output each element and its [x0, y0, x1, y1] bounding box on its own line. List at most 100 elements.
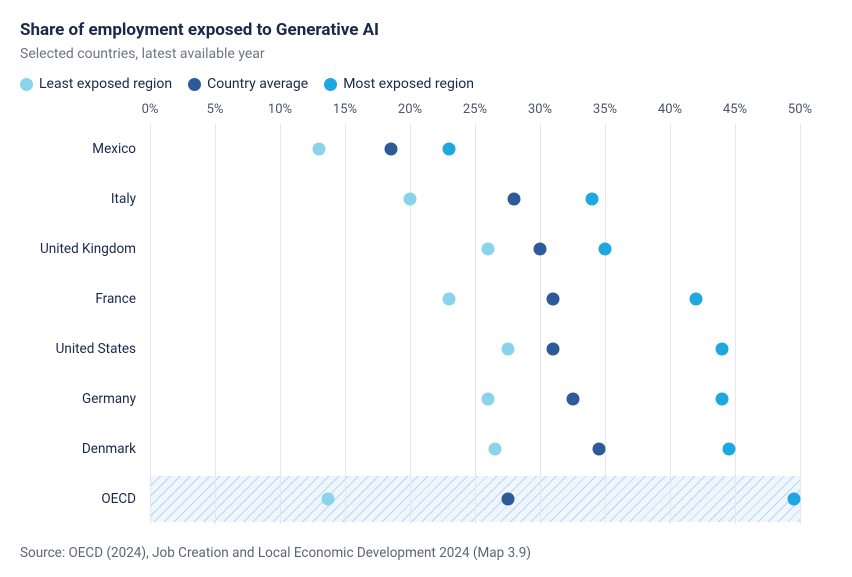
grid-line — [670, 474, 671, 524]
grid-line — [150, 274, 151, 324]
grid-line — [150, 224, 151, 274]
grid-line — [280, 374, 281, 424]
data-point — [547, 293, 560, 306]
grid-line — [215, 424, 216, 474]
data-point — [534, 243, 547, 256]
grid-line — [410, 474, 411, 524]
data-point — [443, 293, 456, 306]
data-point — [716, 343, 729, 356]
data-point — [482, 393, 495, 406]
x-tick-label: 5% — [207, 102, 224, 117]
grid-line — [800, 424, 801, 474]
grid-line — [475, 224, 476, 274]
data-row: France — [20, 274, 852, 324]
data-point — [501, 493, 514, 506]
grid-line — [150, 174, 151, 224]
y-label: Italy — [20, 191, 146, 207]
grid-line — [735, 174, 736, 224]
legend: Least exposed region Country average Most … — [20, 76, 852, 92]
x-tick-label: 0% — [142, 102, 159, 117]
chart-container: Share of employment exposed to Generativ… — [0, 0, 852, 577]
plot-area: 0%5%10%15%20%25%30%35%40%45%50% MexicoIt… — [20, 102, 852, 524]
grid-line — [670, 374, 671, 424]
y-label: Mexico — [20, 141, 146, 157]
grid-line — [605, 124, 606, 174]
legend-item: Least exposed region — [20, 76, 172, 92]
grid-line — [540, 374, 541, 424]
grid-line — [605, 274, 606, 324]
data-row: United Kingdom — [20, 224, 852, 274]
grid-line — [800, 224, 801, 274]
data-point — [404, 193, 417, 206]
grid-line — [410, 274, 411, 324]
y-label: France — [20, 291, 146, 307]
data-point — [599, 243, 612, 256]
data-point — [690, 293, 703, 306]
data-point — [722, 443, 735, 456]
grid-line — [345, 424, 346, 474]
grid-line — [280, 174, 281, 224]
grid-line — [735, 424, 736, 474]
grid-line — [280, 324, 281, 374]
data-point — [488, 443, 501, 456]
grid-line — [345, 324, 346, 374]
grid-line — [475, 274, 476, 324]
grid-line — [345, 224, 346, 274]
grid-line — [280, 274, 281, 324]
data-point — [313, 143, 326, 156]
grid-line — [735, 474, 736, 524]
x-tick-label: 30% — [528, 102, 552, 117]
legend-swatch — [20, 78, 33, 91]
x-tick-label: 25% — [463, 102, 487, 117]
grid-line — [410, 424, 411, 474]
data-row: United States — [20, 324, 852, 374]
grid-line — [215, 474, 216, 524]
legend-swatch — [324, 78, 337, 91]
row-plot — [150, 424, 800, 474]
grid-line — [345, 174, 346, 224]
row-plot — [150, 224, 800, 274]
grid-line — [540, 124, 541, 174]
chart-subtitle: Selected countries, latest available yea… — [20, 46, 852, 62]
x-tick-label: 20% — [398, 102, 422, 117]
rows-container: Mexico Italy United Kingdom France United St… — [20, 124, 852, 524]
grid-line — [410, 124, 411, 174]
data-row: OECD — [20, 474, 852, 524]
data-point — [322, 493, 335, 506]
x-tick-label: 10% — [268, 102, 292, 117]
legend-item: Country average — [188, 76, 308, 92]
row-plot — [150, 374, 800, 424]
grid-line — [215, 374, 216, 424]
grid-line — [540, 324, 541, 374]
y-label: United States — [20, 341, 146, 357]
grid-line — [670, 174, 671, 224]
data-point — [716, 393, 729, 406]
grid-line — [150, 324, 151, 374]
grid-line — [345, 124, 346, 174]
grid-line — [800, 174, 801, 224]
grid-line — [605, 474, 606, 524]
legend-label: Most exposed region — [343, 76, 474, 92]
data-point — [443, 143, 456, 156]
grid-line — [215, 324, 216, 374]
grid-line — [150, 374, 151, 424]
grid-line — [410, 374, 411, 424]
grid-line — [800, 374, 801, 424]
legend-item: Most exposed region — [324, 76, 474, 92]
legend-label: Country average — [207, 76, 308, 92]
grid-line — [605, 424, 606, 474]
grid-line — [280, 474, 281, 524]
grid-line — [800, 324, 801, 374]
row-plot — [150, 124, 800, 174]
x-tick-label: 35% — [593, 102, 617, 117]
x-tick-label: 15% — [333, 102, 357, 117]
grid-line — [800, 474, 801, 524]
data-row: Mexico — [20, 124, 852, 174]
data-point — [482, 243, 495, 256]
grid-line — [735, 224, 736, 274]
grid-line — [540, 474, 541, 524]
grid-line — [670, 274, 671, 324]
data-point — [501, 343, 514, 356]
grid-line — [735, 124, 736, 174]
grid-line — [800, 124, 801, 174]
